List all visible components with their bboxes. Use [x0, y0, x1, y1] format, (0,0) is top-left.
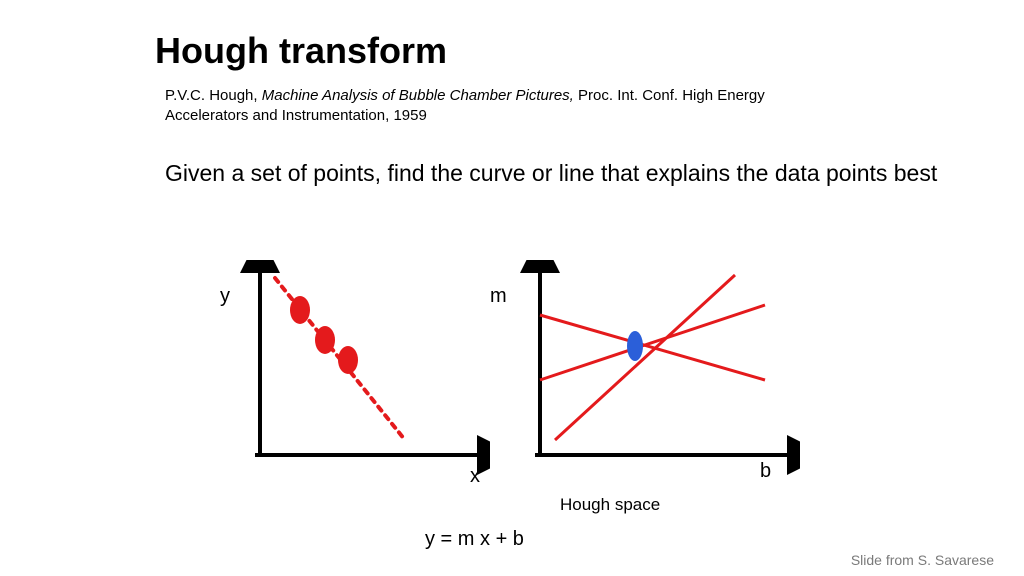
hough-lines: [540, 275, 765, 440]
xy-plot: [230, 260, 490, 480]
hough-line: [555, 275, 735, 440]
b-axis-label: b: [760, 460, 771, 483]
mb-plot: [510, 260, 800, 480]
citation-italic: Machine Analysis of Bubble Chamber Pictu…: [262, 87, 578, 104]
x-axis-label: x: [470, 465, 480, 488]
data-point: [338, 346, 358, 374]
citation-author: P.V.C. Hough,: [165, 87, 262, 104]
slide-credit: Slide from S. Savarese: [851, 552, 994, 568]
citation: P.V.C. Hough, Machine Analysis of Bubble…: [165, 86, 765, 125]
intersection-point: [627, 331, 643, 361]
slide-description: Given a set of points, find the curve or…: [165, 158, 937, 189]
line-equation: y = m x + b: [425, 528, 524, 551]
data-point: [315, 326, 335, 354]
data-points: [290, 296, 358, 374]
hough-caption: Hough space: [560, 495, 660, 515]
slide-title: Hough transform: [155, 30, 447, 72]
plots-container: y x m b: [230, 260, 850, 490]
y-axis-label: y: [220, 285, 230, 308]
m-axis-label: m: [490, 285, 507, 308]
data-point: [290, 296, 310, 324]
